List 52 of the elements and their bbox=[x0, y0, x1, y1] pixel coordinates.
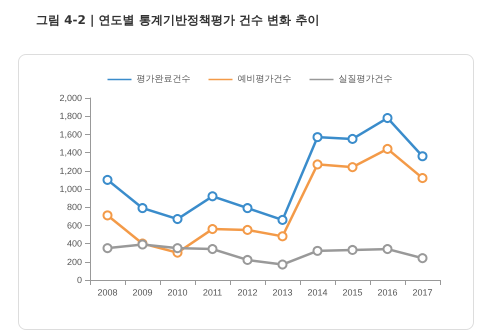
y-tick-label: 1,400 bbox=[59, 148, 82, 158]
legend-label: 평가완료건수 bbox=[136, 74, 190, 84]
chart-title: 그림 4-2 | 연도별 통계기반정책평가 건수 변화 추이 bbox=[36, 12, 320, 29]
point bbox=[242, 224, 252, 235]
point bbox=[172, 243, 182, 254]
x-tick-label: 2012 bbox=[237, 288, 258, 298]
point bbox=[208, 224, 218, 234]
x-tick-label: 2011 bbox=[202, 288, 222, 298]
x-tick-label: 2009 bbox=[132, 288, 153, 298]
x-tick-label: 2016 bbox=[377, 288, 398, 298]
point bbox=[418, 173, 428, 184]
x-tick-label: 2013 bbox=[272, 288, 293, 298]
point bbox=[348, 134, 358, 144]
point bbox=[278, 214, 288, 225]
point bbox=[208, 244, 218, 254]
point bbox=[138, 203, 148, 214]
y-tick-label: 800 bbox=[66, 202, 82, 212]
y-tick-label: 0 bbox=[76, 275, 82, 285]
point bbox=[312, 132, 322, 142]
x-tick-label: 2014 bbox=[307, 288, 328, 298]
point bbox=[102, 210, 112, 220]
y-tick-label: 1,600 bbox=[59, 129, 82, 140]
point bbox=[312, 246, 322, 256]
x-tick-label: 2015 bbox=[342, 288, 363, 298]
legend-label: 실질평가건수 bbox=[338, 74, 392, 84]
point bbox=[348, 162, 358, 172]
point bbox=[278, 260, 288, 270]
point bbox=[312, 159, 322, 170]
point bbox=[278, 231, 288, 242]
y-tick-label: 1,800 bbox=[59, 111, 82, 122]
y-tick-label: 200 bbox=[66, 256, 82, 267]
point bbox=[242, 203, 252, 214]
point bbox=[382, 113, 392, 124]
point bbox=[242, 254, 252, 265]
point bbox=[102, 174, 112, 185]
point bbox=[102, 243, 112, 254]
y-tick-label: 1,200 bbox=[59, 166, 82, 176]
point bbox=[172, 214, 182, 224]
x-tick-label: 2017 bbox=[412, 288, 433, 298]
y-tick-label: 2,000 bbox=[59, 93, 82, 103]
point bbox=[382, 244, 392, 254]
y-tick-label: 600 bbox=[66, 220, 82, 230]
point bbox=[418, 151, 428, 162]
point bbox=[382, 144, 392, 154]
legend-label: 예비평가건수 bbox=[238, 74, 292, 84]
y-tick-label: 1,000 bbox=[59, 184, 82, 194]
point bbox=[418, 253, 428, 264]
point bbox=[348, 244, 358, 255]
x-tick-label: 2008 bbox=[97, 288, 118, 298]
point bbox=[208, 191, 218, 202]
x-tick-label: 2010 bbox=[167, 288, 188, 298]
y-tick-label: 400 bbox=[66, 238, 82, 249]
